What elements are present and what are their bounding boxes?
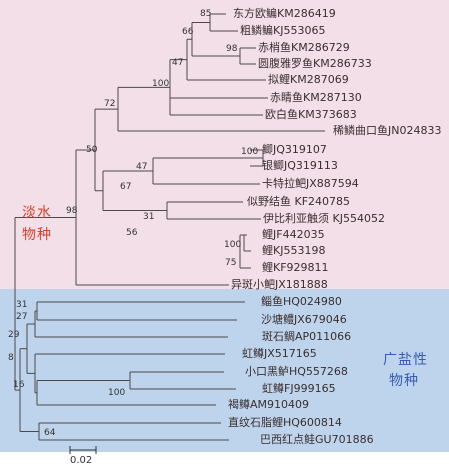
- taxon-label: 赤梢鱼KM286729: [258, 41, 350, 54]
- tree-branches: [14, 13, 325, 441]
- taxon-label: 鲤JF442035: [262, 228, 325, 241]
- bootstrap-value: 98: [66, 206, 78, 216]
- bootstrap-value: 29: [8, 330, 20, 340]
- bootstrap-value: 100: [241, 147, 259, 157]
- freshwater-group-label-2: 物种: [22, 227, 52, 243]
- taxon-label: 巴西红点鲑GU701886: [260, 433, 374, 446]
- bootstrap-value: 27: [16, 312, 28, 322]
- bootstrap-value: 100: [224, 240, 242, 250]
- bootstrap-value: 16: [13, 380, 25, 390]
- taxon-label: 鲫JQ319107: [262, 143, 327, 156]
- taxon-label: 鲤KJ553198: [262, 244, 326, 257]
- bootstrap-value: 72: [104, 99, 116, 109]
- freshwater-group-label-1: 淡水: [22, 205, 52, 221]
- saltwater-group-label-2: 物种: [389, 373, 419, 389]
- bootstrap-value: 31: [143, 212, 155, 222]
- taxon-label: 圆腹雅罗鱼KM286733: [258, 57, 372, 70]
- bootstrap-value: 98: [226, 44, 238, 54]
- bootstrap-value: 47: [172, 58, 184, 68]
- taxon-label: 直纹石脂鲤HQ600814: [228, 416, 342, 429]
- bootstrap-value: 66: [182, 27, 194, 37]
- bootstrap-value: 100: [152, 79, 170, 89]
- taxon-label: 沙塘鳢JX679046: [261, 313, 347, 326]
- taxon-label: 异斑小鲃JX181888: [231, 278, 328, 291]
- taxon-label: 似野结鱼 KF240785: [247, 195, 351, 208]
- taxon-label: 银鲫JQ319113: [262, 159, 338, 172]
- taxon-label: 欧白鱼KM373683: [265, 108, 357, 121]
- taxon-label: 赤睛鱼KM287130: [270, 91, 362, 104]
- taxon-label: 虹鳟FJ999165: [262, 382, 336, 395]
- bootstrap-value: 100: [108, 388, 126, 398]
- saltwater-group-label-1: 广盐性: [383, 352, 428, 368]
- bootstrap-value: 75: [225, 258, 237, 268]
- bootstrap-value: 56: [126, 228, 138, 238]
- taxon-label: 卡特拉鲃JX887594: [262, 177, 359, 190]
- taxon-label: 斑石鲷AP011066: [262, 330, 352, 343]
- taxon-label: 伊比利亚触须 KJ554052: [263, 212, 385, 225]
- taxon-label: 褐鳟AM910409: [228, 398, 310, 411]
- taxon-label: 粗鳞鳊KJ553065: [240, 24, 326, 37]
- taxon-label: 鲤KF929811: [262, 261, 329, 274]
- scale-bar-label: 0.02: [70, 455, 93, 466]
- bootstrap-value: 47: [136, 162, 148, 172]
- bootstrap-value: 64: [44, 428, 56, 438]
- bootstrap-value: 67: [120, 182, 132, 192]
- bootstrap-value: 85: [200, 9, 212, 19]
- bootstrap-value: 31: [16, 300, 28, 310]
- bootstrap-value: 50: [86, 145, 98, 155]
- bootstrap-value: 8: [8, 353, 14, 363]
- taxon-label: 鲻鱼HQ024980: [261, 295, 342, 308]
- taxon-label: 拟鲤KM287069: [268, 73, 349, 86]
- taxon-label: 稀鳞曲口鱼JN024833: [333, 124, 442, 137]
- taxon-label: 东方欧鳊KM286419: [233, 7, 336, 20]
- taxon-label: 小口黑鲈HQ557268: [245, 365, 348, 378]
- freshwater-background: [0, 0, 449, 289]
- saltwater-background: [0, 289, 449, 452]
- taxon-label: 虹鳟JX517165: [242, 347, 317, 360]
- scale-bar: [69, 446, 97, 454]
